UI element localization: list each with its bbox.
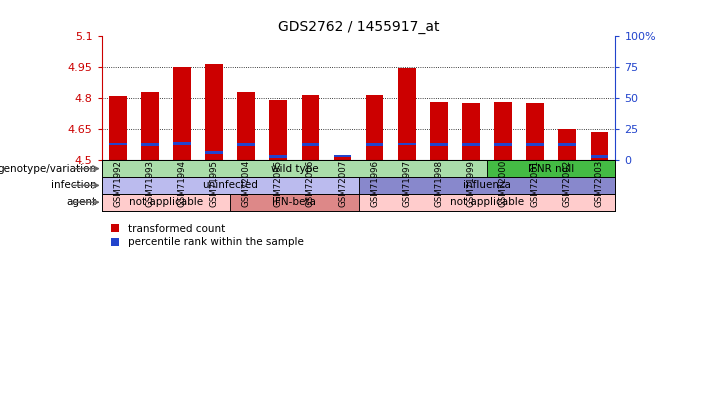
Bar	[269, 155, 287, 158]
Bar	[559, 129, 576, 160]
Bar	[102, 177, 358, 194]
Bar	[526, 143, 544, 146]
Text: GSM72005: GSM72005	[274, 160, 283, 207]
Title: GDS2762 / 1455917_at: GDS2762 / 1455917_at	[278, 20, 440, 34]
Text: GSM72004: GSM72004	[242, 160, 251, 207]
Bar	[102, 194, 230, 211]
Bar	[494, 102, 512, 160]
Bar	[398, 143, 416, 145]
Text: GSM71999: GSM71999	[466, 160, 475, 207]
Bar	[559, 143, 576, 146]
Bar	[334, 155, 351, 160]
Text: IFNR null: IFNR null	[528, 164, 574, 174]
Bar	[398, 68, 416, 160]
Text: GSM72007: GSM72007	[338, 160, 347, 207]
Bar	[462, 104, 479, 160]
Text: GSM71996: GSM71996	[370, 160, 379, 207]
Text: GSM72002: GSM72002	[563, 160, 572, 207]
Text: GSM71998: GSM71998	[435, 160, 443, 207]
Bar	[430, 102, 448, 160]
Text: not applicable: not applicable	[450, 197, 524, 207]
Bar	[301, 95, 319, 160]
Text: GSM72000: GSM72000	[498, 160, 508, 207]
Bar	[526, 104, 544, 160]
Bar	[462, 143, 479, 146]
Bar	[366, 95, 383, 160]
Bar	[430, 143, 448, 146]
Text: infection: infection	[51, 180, 97, 190]
Bar	[590, 132, 608, 160]
Bar	[205, 64, 223, 160]
Bar	[366, 143, 383, 146]
Text: GSM71992: GSM71992	[113, 160, 122, 207]
Bar	[230, 194, 359, 211]
Bar	[487, 160, 615, 177]
Bar	[269, 100, 287, 160]
Bar	[141, 143, 158, 146]
Text: agent: agent	[67, 197, 97, 207]
Text: GSM72003: GSM72003	[595, 160, 604, 207]
Text: GSM71997: GSM71997	[402, 160, 411, 207]
Bar	[334, 155, 351, 157]
Bar	[359, 177, 615, 194]
Bar	[238, 92, 255, 160]
Text: IFN-beta: IFN-beta	[273, 197, 316, 207]
Bar	[109, 143, 127, 145]
Bar	[205, 151, 223, 153]
Bar	[141, 92, 158, 160]
Text: influenza: influenza	[463, 180, 511, 190]
Text: wild type: wild type	[271, 164, 318, 174]
Bar	[109, 96, 127, 160]
Text: not applicable: not applicable	[129, 197, 203, 207]
Text: genotype/variation: genotype/variation	[0, 164, 97, 174]
Text: GSM72006: GSM72006	[306, 160, 315, 207]
Bar	[590, 155, 608, 158]
Bar	[102, 160, 487, 177]
Text: GSM72001: GSM72001	[531, 160, 540, 207]
Bar	[494, 143, 512, 146]
Legend: transformed count, percentile rank within the sample: transformed count, percentile rank withi…	[107, 220, 308, 252]
Text: uninfected: uninfected	[202, 180, 258, 190]
Bar	[173, 67, 191, 160]
Bar	[359, 194, 615, 211]
Bar	[173, 143, 191, 145]
Text: GSM71993: GSM71993	[145, 160, 154, 207]
Bar	[238, 143, 255, 146]
Text: GSM71994: GSM71994	[177, 160, 186, 207]
Text: GSM71995: GSM71995	[210, 160, 219, 207]
Bar	[301, 143, 319, 146]
